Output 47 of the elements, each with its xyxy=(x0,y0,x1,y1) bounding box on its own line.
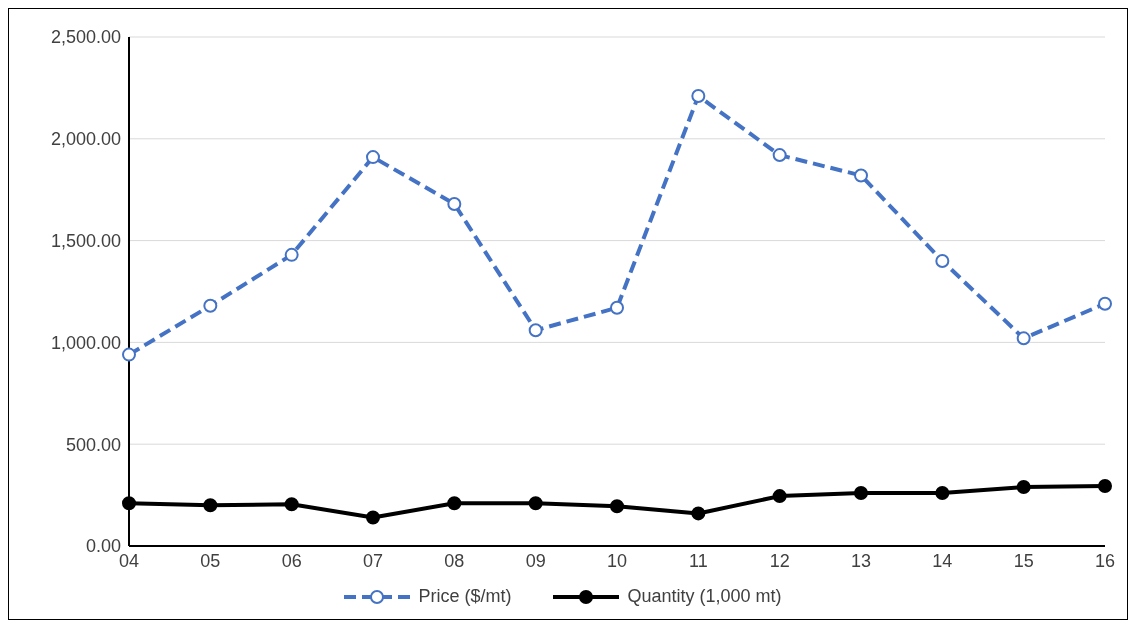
point xyxy=(203,498,218,513)
point xyxy=(203,298,218,313)
point xyxy=(1016,331,1031,346)
point xyxy=(528,323,543,338)
point xyxy=(122,496,136,511)
y-tick-label: 500.00 xyxy=(65,434,121,455)
point xyxy=(528,496,543,511)
point xyxy=(122,347,136,362)
x-tick-label: 13 xyxy=(850,550,872,571)
point xyxy=(935,486,950,501)
point xyxy=(447,496,462,511)
y-tick-label: 2,000.00 xyxy=(50,129,121,150)
point xyxy=(935,253,950,268)
x-tick-label: 16 xyxy=(1094,550,1116,571)
point xyxy=(610,300,624,315)
point xyxy=(284,247,299,262)
x-tick-label: 05 xyxy=(200,550,221,571)
point xyxy=(1098,296,1112,311)
point xyxy=(284,497,299,512)
point xyxy=(772,489,787,504)
x-tick-label: 06 xyxy=(281,550,302,571)
point xyxy=(366,510,380,525)
x-tick-label: 15 xyxy=(1013,550,1034,571)
point xyxy=(1016,479,1031,494)
x-tick-label: 04 xyxy=(118,550,140,571)
point xyxy=(691,506,706,521)
point xyxy=(854,486,868,501)
point xyxy=(854,168,868,183)
x-tick-label: 09 xyxy=(525,550,546,571)
legend-label: Price ($/mt) xyxy=(418,586,512,607)
point xyxy=(772,148,787,163)
x-tick-label: 14 xyxy=(932,550,953,571)
x-tick-label: 10 xyxy=(606,550,628,571)
x-tick-label: 11 xyxy=(688,550,708,571)
point xyxy=(366,150,380,165)
x-tick-label: 08 xyxy=(444,550,465,571)
y-tick-label: 1,000.00 xyxy=(50,332,121,353)
x-tick-label: 12 xyxy=(769,550,790,571)
point xyxy=(447,196,462,211)
point xyxy=(691,89,706,104)
y-tick-label: 0.00 xyxy=(85,536,121,557)
legend-label: Quantity (1,000 mt) xyxy=(627,586,782,607)
point xyxy=(1098,478,1112,493)
y-tick-label: 2,500.00 xyxy=(50,27,121,48)
y-tick-label: 1,500.00 xyxy=(50,230,121,251)
point xyxy=(610,499,624,514)
x-tick-label: 07 xyxy=(362,550,384,571)
